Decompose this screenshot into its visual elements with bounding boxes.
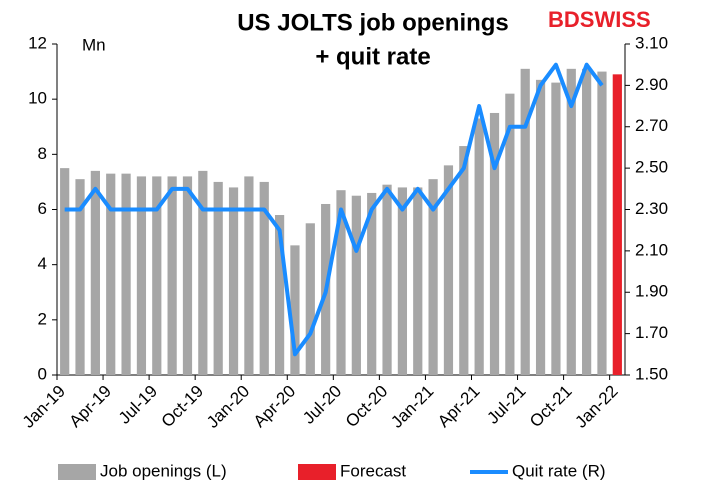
line: [64, 62, 604, 357]
legend-label: Job openings (L): [100, 461, 227, 480]
bar: [551, 82, 561, 375]
bar: [121, 173, 131, 375]
bar: [351, 195, 361, 375]
y-tick-label: 2: [38, 309, 47, 328]
y-tick-label: 12: [28, 33, 47, 52]
bar: [152, 176, 162, 375]
legend-swatch: [298, 464, 336, 480]
bar: [566, 68, 576, 375]
bar: [397, 187, 408, 375]
bar: [228, 187, 239, 375]
bar: [182, 176, 193, 375]
chart-title: + quit rate: [315, 43, 430, 70]
bar: [198, 170, 208, 375]
x-tick-label: Apr-20: [250, 382, 300, 432]
brand-logo: BDSWISS: [548, 7, 651, 32]
bar: [535, 79, 546, 375]
bar: [274, 215, 285, 375]
bar: [90, 170, 100, 375]
bar: [259, 181, 269, 375]
y2-tick-label: 2.30: [635, 199, 668, 218]
bar: [213, 181, 223, 375]
y2-tick-label: 1.50: [635, 364, 668, 383]
x-tick-label: Oct-21: [526, 382, 576, 432]
x-tick-label: Jan-22: [571, 382, 621, 432]
bar: [413, 187, 423, 375]
y-tick-label: 0: [38, 364, 47, 383]
bar: [367, 192, 377, 375]
x-tick-label: Jan-20: [203, 382, 253, 432]
y2-tick-label: 2.90: [635, 75, 668, 94]
y-tick-label: 4: [38, 254, 47, 273]
legend-swatch: [58, 464, 96, 480]
bar: [612, 74, 622, 375]
bar: [244, 176, 254, 375]
chart-title: US JOLTS job openings: [237, 9, 509, 36]
x-tick-label: Apr-19: [66, 382, 116, 432]
y2-tick-label: 1.70: [635, 323, 668, 342]
bar: [582, 68, 592, 375]
y-tick-label: 6: [38, 199, 47, 218]
x-tick-label: Jul-19: [115, 382, 161, 428]
y2-tick-label: 1.90: [635, 282, 668, 301]
bar: [136, 176, 147, 375]
x-tick-label: Oct-19: [158, 382, 208, 432]
x-tick-label: Oct-20: [342, 382, 392, 432]
y-tick-label: 10: [28, 89, 47, 108]
bar: [489, 112, 500, 375]
bar: [459, 146, 469, 375]
bar: [597, 71, 607, 375]
y2-tick-label: 2.50: [635, 158, 668, 177]
bar: [428, 179, 438, 375]
y2-tick-label: 2.10: [635, 240, 668, 259]
x-tick-label: Jan-19: [19, 382, 69, 432]
bar: [382, 184, 392, 375]
bar: [106, 173, 116, 375]
y-tick-label: 8: [38, 144, 47, 163]
x-tick-label: Apr-21: [434, 382, 484, 432]
x-tick-label: Jul-20: [299, 382, 345, 428]
y2-tick-label: 3.10: [635, 33, 668, 52]
bar: [75, 179, 85, 375]
bar: [167, 176, 177, 375]
bar: [60, 168, 70, 375]
bar: [290, 245, 300, 375]
bar: [443, 165, 454, 375]
legend-label: Quit rate (R): [512, 461, 606, 480]
bar: [336, 190, 346, 375]
bar: [305, 223, 315, 375]
x-tick-label: Jul-21: [483, 382, 529, 428]
bar: [474, 118, 484, 375]
legend-label: Forecast: [340, 461, 406, 480]
y2-tick-label: 2.70: [635, 116, 668, 135]
x-tick-label: Jan-21: [387, 382, 437, 432]
bar: [505, 93, 515, 376]
bar: [520, 68, 530, 375]
y-axis-label: Mn: [82, 35, 106, 54]
